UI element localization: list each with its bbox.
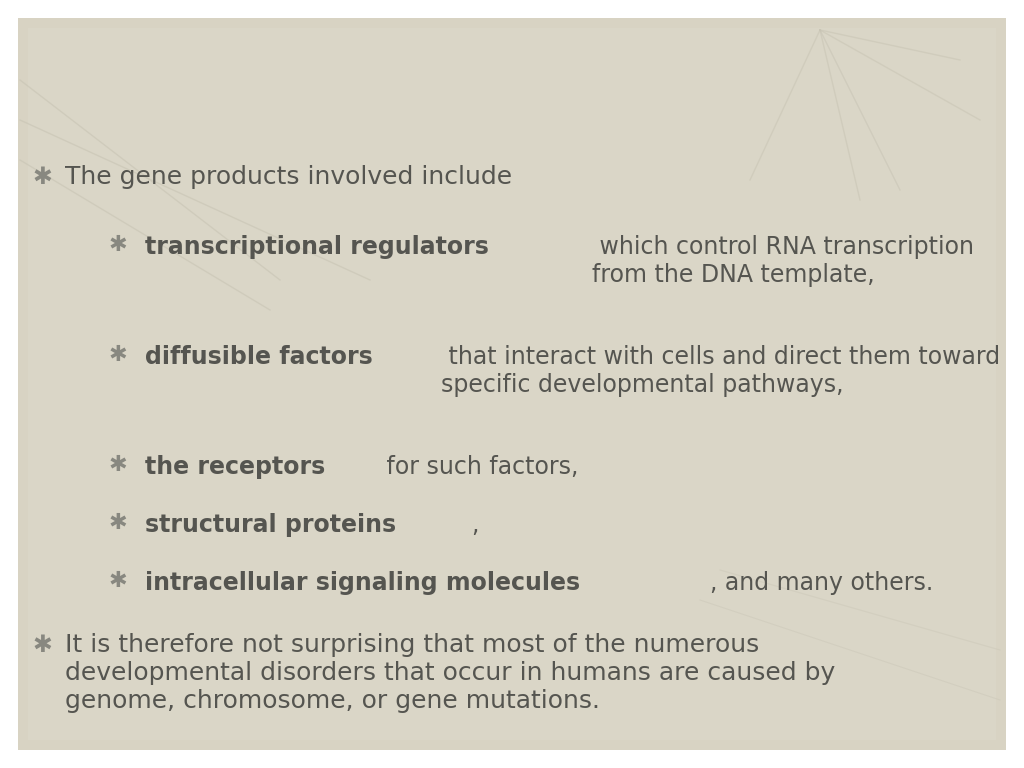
Text: ✱: ✱ bbox=[32, 165, 52, 189]
Text: ,: , bbox=[471, 513, 478, 537]
Text: the receptors: the receptors bbox=[145, 455, 326, 479]
Text: which control RNA transcription
from the DNA template,: which control RNA transcription from the… bbox=[592, 235, 974, 286]
Text: ✱: ✱ bbox=[109, 235, 127, 255]
Text: , and many others.: , and many others. bbox=[710, 571, 933, 595]
Text: ✱: ✱ bbox=[109, 513, 127, 533]
Text: ✱: ✱ bbox=[109, 455, 127, 475]
Text: diffusible factors: diffusible factors bbox=[145, 345, 373, 369]
Text: transcriptional regulators: transcriptional regulators bbox=[145, 235, 488, 259]
Text: that interact with cells and direct them toward
specific developmental pathways,: that interact with cells and direct them… bbox=[440, 345, 999, 397]
Text: intracellular signaling molecules: intracellular signaling molecules bbox=[145, 571, 581, 595]
Text: ✱: ✱ bbox=[109, 571, 127, 591]
Text: ✱: ✱ bbox=[32, 633, 52, 657]
Text: It is therefore not surprising that most of the numerous
developmental disorders: It is therefore not surprising that most… bbox=[65, 633, 836, 713]
Text: for such factors,: for such factors, bbox=[379, 455, 579, 479]
Text: The gene products involved include: The gene products involved include bbox=[65, 165, 512, 189]
Text: structural proteins: structural proteins bbox=[145, 513, 396, 537]
Text: ✱: ✱ bbox=[109, 345, 127, 365]
